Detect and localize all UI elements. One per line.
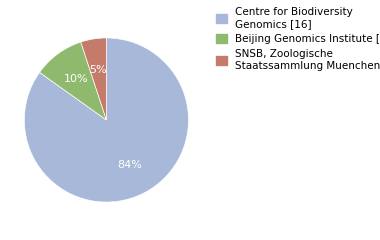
Text: 5%: 5%	[90, 65, 107, 75]
Wedge shape	[81, 38, 106, 120]
Legend: Centre for Biodiversity
Genomics [16], Beijing Genomics Institute [2], SNSB, Zoo: Centre for Biodiversity Genomics [16], B…	[214, 5, 380, 73]
Wedge shape	[24, 38, 188, 202]
Text: 10%: 10%	[64, 74, 89, 84]
Wedge shape	[40, 42, 106, 120]
Text: 84%: 84%	[117, 160, 142, 170]
